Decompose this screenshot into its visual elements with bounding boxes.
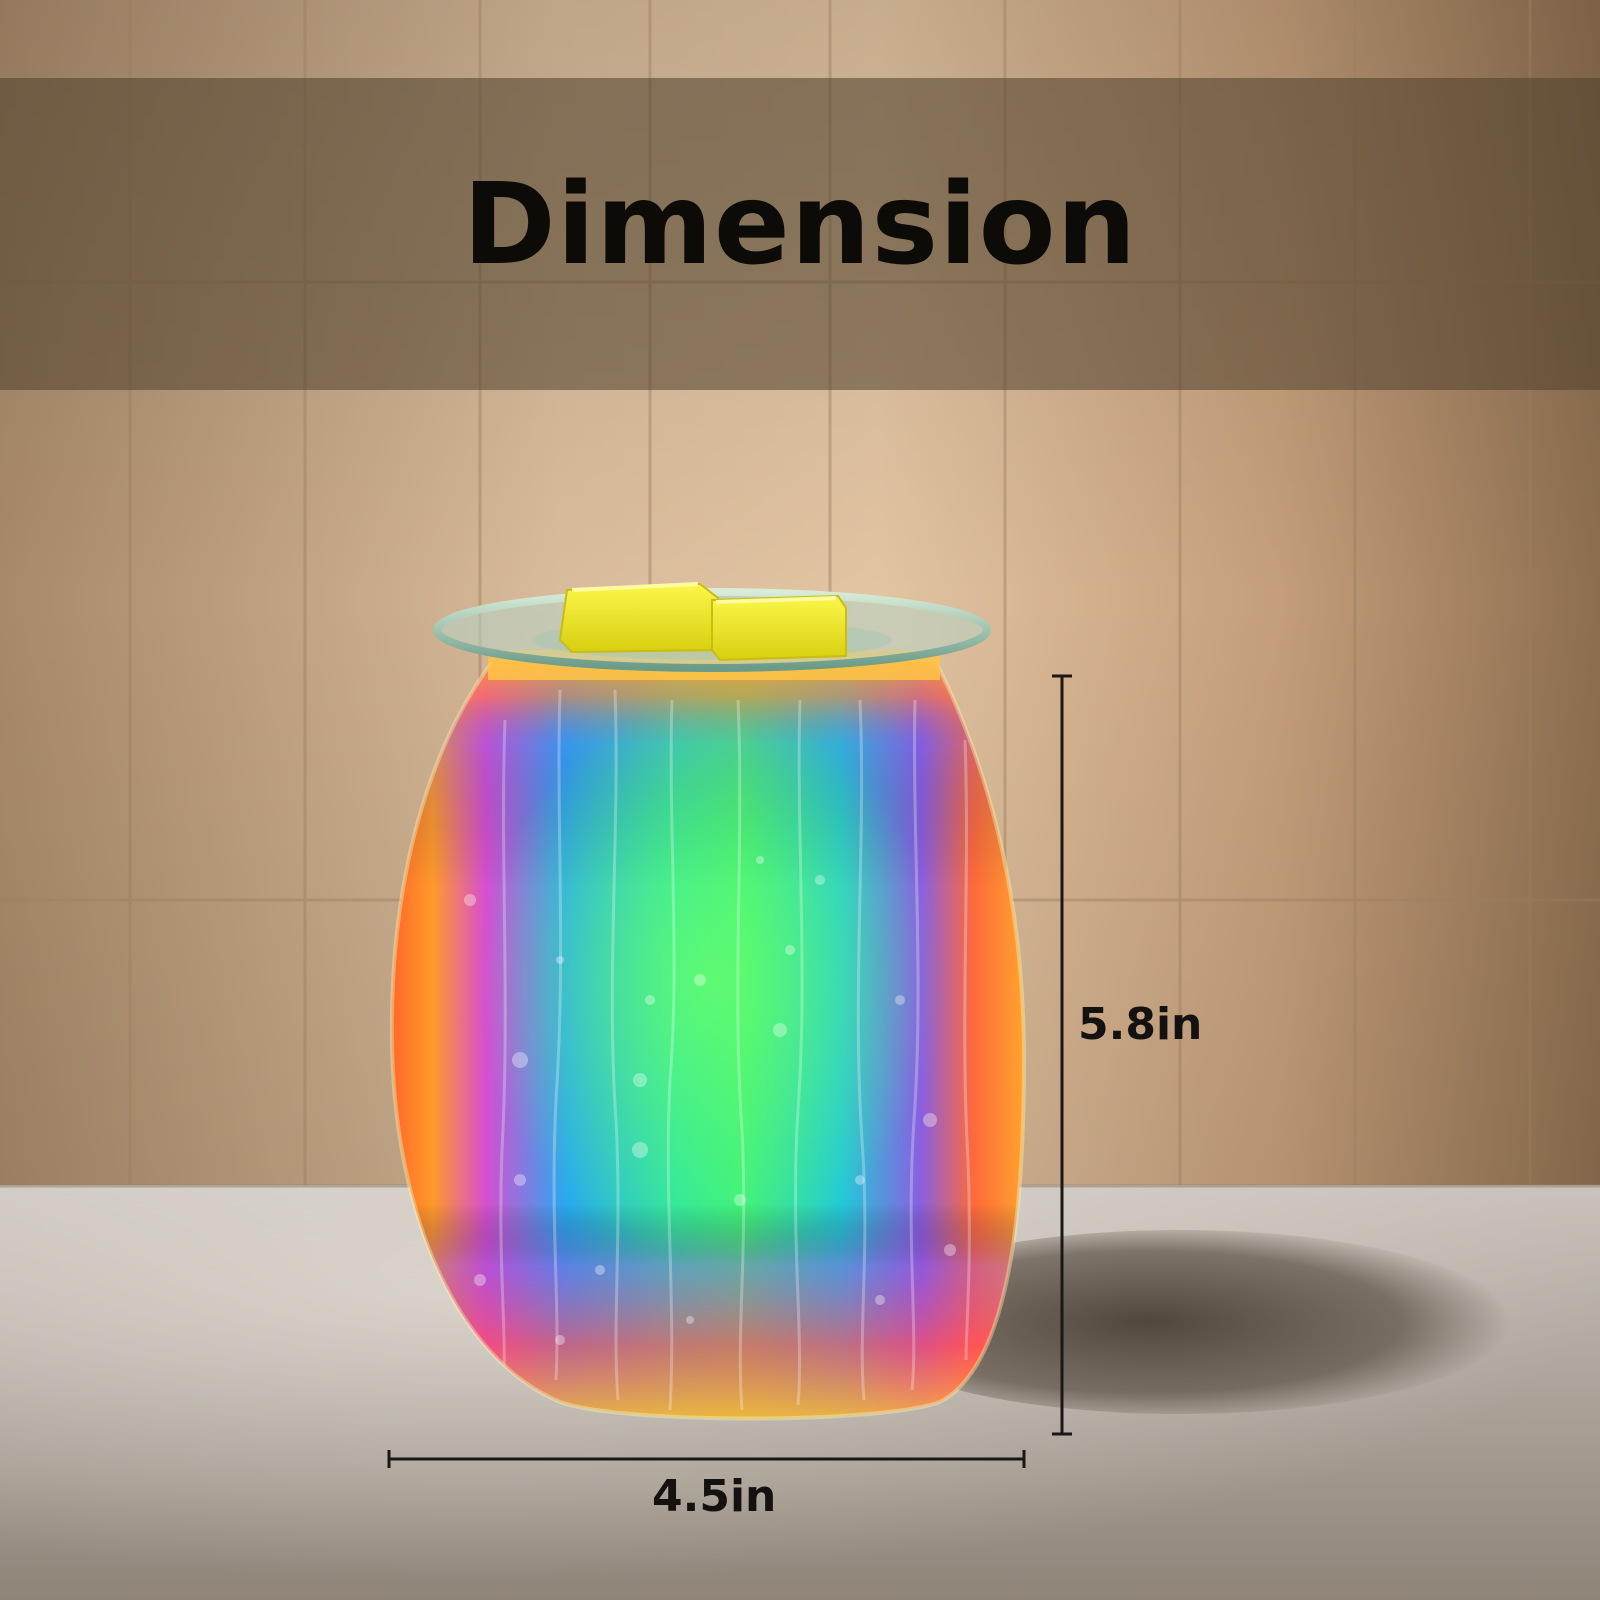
height-dimension-line xyxy=(1052,674,1072,1436)
wax-warmer-icon xyxy=(389,650,1027,1421)
title-banner xyxy=(0,78,1600,390)
wax-cube-icon xyxy=(558,582,847,662)
width-label: 4.5in xyxy=(652,1471,777,1522)
page-title: Dimension xyxy=(462,160,1138,290)
jar-shadow xyxy=(850,1230,1510,1414)
height-label: 5.8in xyxy=(1078,999,1203,1050)
width-dimension-line xyxy=(387,1450,1026,1468)
